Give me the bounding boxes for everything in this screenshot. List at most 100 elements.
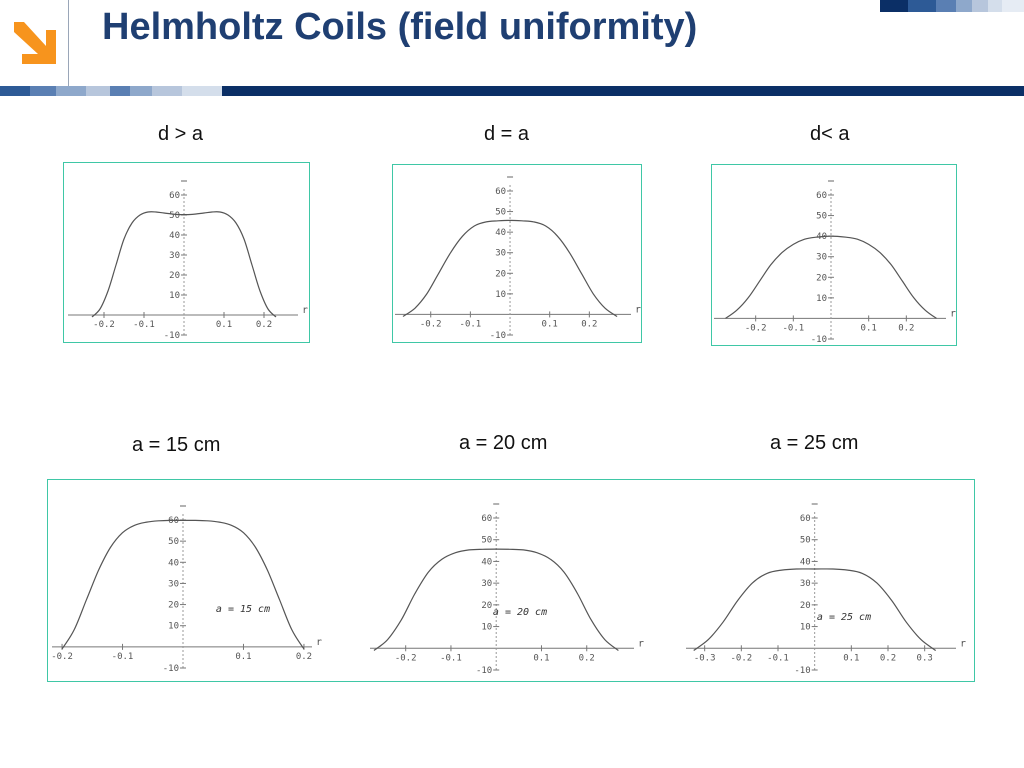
- y-tick-label: 10: [481, 623, 492, 633]
- logo: [0, 0, 70, 86]
- x-tick-label: 0.2: [880, 653, 896, 663]
- y-tick-label: -10: [163, 664, 179, 674]
- x-tick-label: 0.2: [898, 323, 914, 333]
- x-tick-label: 0.2: [581, 319, 597, 329]
- y-tick-label: 20: [816, 273, 827, 283]
- x-tick-label: 0.1: [843, 653, 859, 663]
- x-tick-label: -0.2: [420, 319, 442, 329]
- y-tick-label: 50: [481, 536, 492, 546]
- chart-a-25cm: -10 10 20 30 40 50 60 -0.3 -0.2 -0.1 0.1 0.2 0.3 r a =…: [686, 503, 966, 676]
- label-a-20: a = 20 cm: [459, 432, 548, 454]
- y-tick-label: 10: [169, 291, 180, 301]
- logo-divider: [68, 0, 69, 86]
- y-tick-label: 20: [168, 601, 179, 611]
- orange-arrow-icon: [14, 22, 56, 64]
- x-tick-label: -0.1: [767, 653, 789, 663]
- curve-annotation: a = 15 cm: [216, 604, 270, 615]
- x-axis-label: r: [950, 308, 956, 319]
- chart-d-greater-a: -10 10 20 30 40 50 60 -0.2 -0.1 0.1 0.2 r: [68, 180, 308, 341]
- y-tick-label: 30: [168, 579, 179, 589]
- y-tick-label: 20: [495, 269, 506, 279]
- y-tick-label: 60: [800, 514, 811, 524]
- x-axis-label: r: [316, 637, 322, 648]
- x-tick-label: -0.1: [112, 652, 134, 662]
- x-tick-label: -0.1: [782, 323, 804, 333]
- chart-a-20cm: -10 10 20 30 40 50 60 -0.2 -0.1 0.1 0.2 r a = 20 cm: [370, 503, 644, 676]
- chart-d-equal-a: -10 10 20 30 40 50 60 -0.2 -0.1 0.1 0.2 r: [395, 176, 641, 341]
- y-tick-label: 20: [800, 601, 811, 611]
- page-title: Helmholtz Coils (field uniformity): [102, 6, 698, 48]
- chart-frame-bottom-row: -10 10 20 30 40 50 60 -0.2 -0.1 0.1 0.2 r a = 15 cm …: [47, 479, 975, 682]
- y-tick-label: 40: [169, 231, 180, 241]
- y-tick-label: 10: [168, 622, 179, 632]
- y-tick-label: 40: [800, 557, 811, 567]
- field-curve: [91, 211, 277, 318]
- y-tick-label: 60: [495, 187, 506, 197]
- y-tick-label: 50: [168, 537, 179, 547]
- curve-annotation: a = 20 cm: [493, 607, 547, 618]
- y-tick-label: 10: [800, 623, 811, 633]
- y-tick-label: 60: [816, 191, 827, 201]
- x-axis-label: r: [302, 305, 308, 316]
- x-axis-label: r: [638, 638, 644, 649]
- y-tick-label: 10: [816, 294, 827, 304]
- curve-annotation: a = 25 cm: [817, 612, 871, 623]
- x-tick-label: -0.2: [730, 653, 752, 663]
- field-curve: [725, 235, 937, 319]
- label-a-25: a = 25 cm: [770, 432, 859, 454]
- y-tick-label: 60: [169, 191, 180, 201]
- x-tick-label: 0.3: [917, 653, 933, 663]
- y-tick-label: 40: [168, 558, 179, 568]
- y-tick-label: 50: [169, 211, 180, 221]
- y-tick-label: 10: [495, 290, 506, 300]
- x-tick-label: -0.2: [395, 653, 417, 663]
- header-band: [0, 86, 1024, 96]
- y-tick-label: -10: [490, 331, 506, 341]
- x-axis-label: r: [635, 304, 641, 315]
- label-d-equal-a: d = a: [484, 123, 530, 145]
- label-a-15: a = 15 cm: [132, 434, 221, 456]
- x-tick-label: 0.1: [216, 320, 232, 330]
- y-tick-label: 30: [169, 251, 180, 261]
- x-tick-label: 0.1: [235, 652, 251, 662]
- x-tick-label: 0.2: [579, 653, 595, 663]
- chart-frame-d-less-a: -10 10 20 30 40 50 60 -0.2 -0.1 0.1 0.2 r: [711, 164, 957, 346]
- label-d-less-a: d< a: [810, 123, 850, 145]
- field-curve: [402, 219, 618, 317]
- x-tick-label: -0.2: [93, 320, 115, 330]
- y-tick-label: 50: [495, 208, 506, 218]
- chart-frame-d-greater-a: -10 10 20 30 40 50 60 -0.2 -0.1 0.1 0.2 r: [63, 162, 310, 343]
- label-d-greater-a: d > a: [158, 123, 204, 145]
- x-tick-label: 0.1: [861, 323, 877, 333]
- y-tick-label: 50: [816, 212, 827, 222]
- x-tick-label: -0.1: [440, 653, 462, 663]
- x-tick-label: 0.1: [542, 319, 558, 329]
- x-tick-label: -0.2: [745, 323, 767, 333]
- x-axis-label: r: [960, 638, 966, 649]
- x-tick-label: -0.1: [133, 320, 155, 330]
- x-tick-label: -0.3: [694, 653, 716, 663]
- y-tick-label: 20: [169, 271, 180, 281]
- y-tick-label: 20: [481, 601, 492, 611]
- field-curve: [373, 548, 619, 651]
- y-tick-label: 30: [481, 579, 492, 589]
- y-tick-label: 40: [495, 228, 506, 238]
- y-tick-label: -10: [476, 666, 492, 676]
- y-tick-label: 30: [800, 579, 811, 589]
- x-tick-label: -0.1: [460, 319, 482, 329]
- x-tick-label: -0.2: [51, 652, 73, 662]
- field-curve: [61, 519, 305, 650]
- y-tick-label: 40: [481, 557, 492, 567]
- x-tick-label: 0.2: [256, 320, 272, 330]
- y-tick-label: -10: [164, 331, 180, 341]
- x-tick-label: 0.1: [533, 653, 549, 663]
- field-curve: [693, 568, 937, 651]
- x-tick-label: 0.2: [296, 652, 312, 662]
- chart-frame-d-equal-a: -10 10 20 30 40 50 60 -0.2 -0.1 0.1 0.2 r: [392, 164, 642, 343]
- y-tick-label: 30: [495, 249, 506, 259]
- y-tick-label: -10: [811, 335, 827, 345]
- y-tick-label: 60: [481, 514, 492, 524]
- y-tick-label: -10: [794, 666, 810, 676]
